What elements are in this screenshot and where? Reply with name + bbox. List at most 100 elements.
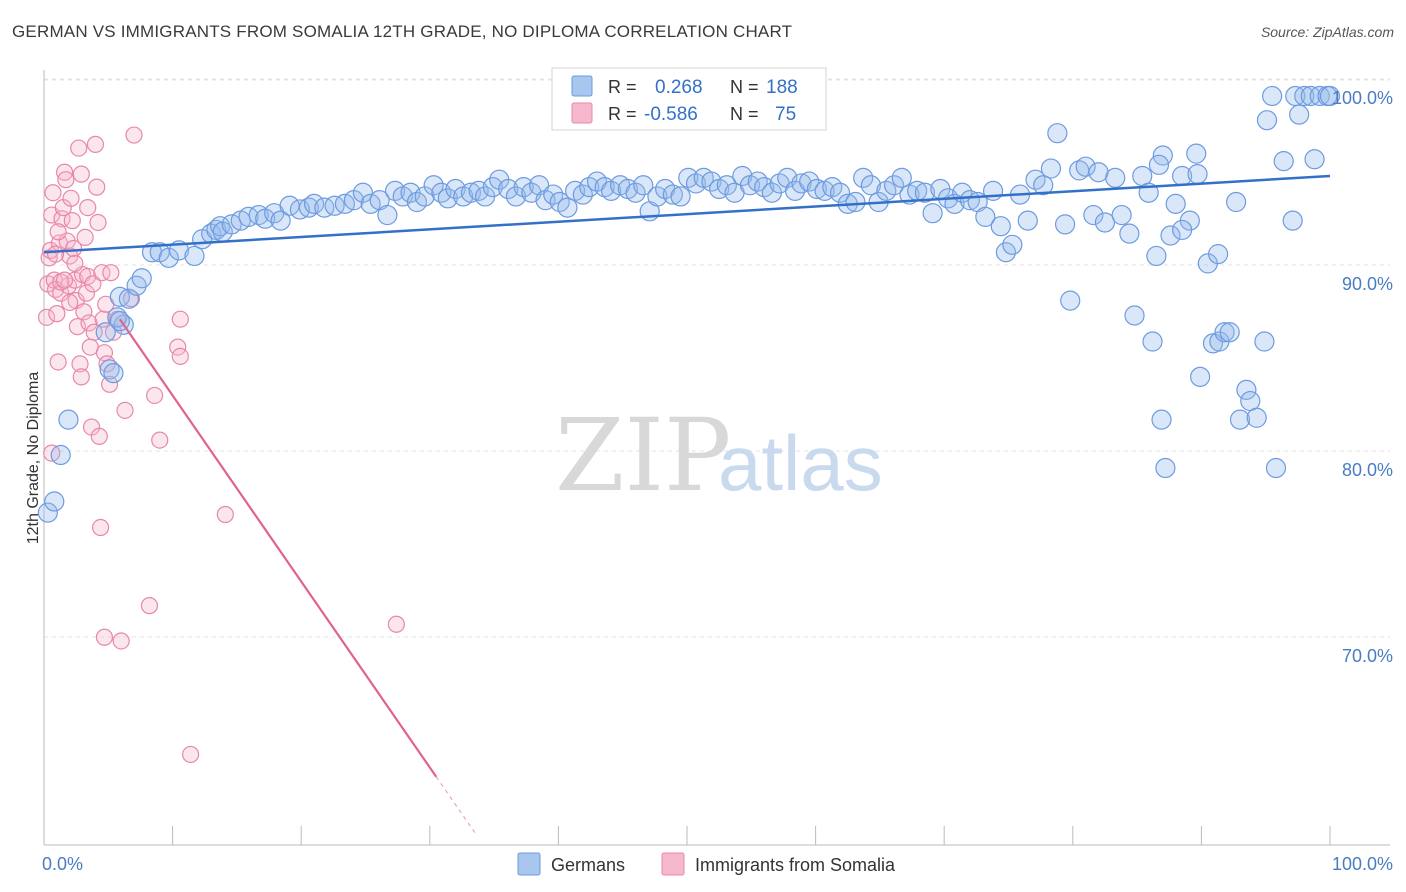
germans-point bbox=[1054, 214, 1076, 235]
germans-point bbox=[829, 182, 851, 203]
germans-point bbox=[1002, 234, 1023, 255]
germans-point bbox=[1155, 457, 1176, 479]
somalia-point bbox=[216, 505, 234, 524]
germans-point bbox=[922, 203, 943, 224]
somalia-point bbox=[46, 245, 65, 263]
somalia-point bbox=[79, 199, 97, 217]
somalia-point bbox=[84, 275, 102, 293]
germans-point bbox=[1119, 223, 1140, 244]
germans-point bbox=[1273, 151, 1294, 172]
germans-point bbox=[853, 167, 874, 188]
somalia-point bbox=[100, 375, 119, 393]
somalia-point bbox=[64, 239, 83, 258]
germans-point bbox=[1047, 123, 1068, 144]
x-tick-label-max: 100.0% bbox=[1332, 854, 1393, 874]
somalia-point bbox=[116, 401, 134, 419]
germans-point bbox=[1148, 154, 1170, 175]
germans-point bbox=[975, 206, 996, 227]
germans-point bbox=[747, 171, 768, 192]
trend-line-somalia bbox=[118, 318, 438, 778]
bottom-legend-swatch-germans bbox=[517, 852, 541, 876]
x-tick-label-min: 0.0% bbox=[42, 854, 83, 874]
germans-point bbox=[1226, 191, 1247, 213]
germans-point bbox=[1304, 149, 1325, 170]
x-axis-ticks bbox=[43, 826, 1331, 845]
watermark-zip: ZIP bbox=[555, 397, 731, 514]
germans-point bbox=[1105, 167, 1126, 188]
germans-point bbox=[1236, 379, 1257, 400]
y-tick-label: 70.0% bbox=[1342, 646, 1393, 666]
germans-point bbox=[1151, 409, 1172, 430]
legend-n-label-somalia: N = bbox=[730, 104, 759, 124]
germans-point bbox=[1190, 366, 1211, 387]
grid-lines bbox=[44, 78, 1390, 638]
legend-r-value-germans: 0.268 bbox=[655, 77, 703, 98]
somalia-point bbox=[95, 344, 114, 362]
somalia-point bbox=[171, 310, 189, 328]
trend-line-germans bbox=[43, 174, 1331, 254]
somalia-point bbox=[63, 212, 81, 230]
germans-point bbox=[50, 444, 71, 466]
germans-point bbox=[1289, 104, 1310, 125]
y-tick-labels: 70.0% 80.0% 90.0% 100.0% bbox=[1332, 88, 1393, 666]
somalia-point bbox=[37, 308, 56, 326]
somalia-point bbox=[93, 264, 111, 282]
stats-legend: R = 0.268 N = 188 R = -0.586 N = 75 bbox=[551, 67, 827, 131]
somalia-point bbox=[145, 386, 164, 405]
somalia-point bbox=[71, 355, 89, 373]
germans-point bbox=[1111, 204, 1132, 226]
germans-point bbox=[1094, 212, 1116, 233]
legend-n-value-somalia: 75 bbox=[775, 104, 796, 125]
y-tick-label: 90.0% bbox=[1342, 274, 1393, 294]
germans-point bbox=[1142, 331, 1163, 352]
source-credit: Source: ZipAtlas.com bbox=[1260, 24, 1394, 40]
somalia-point bbox=[76, 228, 94, 246]
somalia-point bbox=[91, 518, 110, 537]
germans-point bbox=[557, 197, 578, 218]
germans-point bbox=[670, 186, 691, 207]
somalia-point bbox=[102, 264, 120, 282]
chart-title: GERMAN VS IMMIGRANTS FROM SOMALIA 12TH G… bbox=[12, 22, 793, 41]
bottom-legend-swatch-somalia bbox=[661, 852, 685, 876]
germans-point bbox=[1214, 322, 1235, 343]
germans-point bbox=[1254, 331, 1275, 352]
germans-point bbox=[1187, 164, 1208, 185]
germans-point bbox=[1229, 409, 1251, 430]
germans-point bbox=[238, 206, 259, 227]
germans-point bbox=[845, 191, 866, 213]
somalia-point bbox=[77, 284, 96, 302]
germans-point bbox=[1186, 143, 1207, 164]
somalia-point bbox=[88, 178, 106, 196]
y-tick-label: 80.0% bbox=[1342, 460, 1393, 480]
y-axis-title: 12th Grade, No Diploma bbox=[25, 372, 42, 545]
somalia-point bbox=[89, 213, 107, 232]
somalia-point bbox=[86, 135, 105, 153]
germans-point bbox=[1124, 305, 1145, 326]
germans-point bbox=[959, 190, 981, 211]
germans-point bbox=[1060, 290, 1081, 311]
germans-point bbox=[1146, 245, 1167, 267]
germans-point bbox=[377, 204, 398, 226]
legend-swatch-germans bbox=[571, 75, 593, 97]
somalia-point bbox=[49, 223, 67, 241]
germans-point bbox=[1172, 219, 1193, 241]
somalia-point bbox=[85, 323, 103, 341]
somalia-points bbox=[37, 126, 405, 764]
germans-point bbox=[716, 175, 737, 196]
germans-point bbox=[95, 322, 116, 343]
trend-line-somalia-extension bbox=[435, 776, 476, 833]
germans-point bbox=[498, 178, 519, 200]
somalia-point bbox=[62, 189, 80, 207]
germans-point bbox=[1294, 85, 1315, 107]
somalia-point bbox=[72, 165, 90, 183]
series-legend: Germans Immigrants from Somalia bbox=[517, 852, 896, 876]
germans-point bbox=[594, 177, 615, 198]
germans-point bbox=[662, 184, 683, 205]
germans-point bbox=[270, 210, 291, 231]
germans-point bbox=[1256, 110, 1278, 131]
germans-point bbox=[1208, 244, 1229, 265]
somalia-point bbox=[182, 745, 200, 764]
germans-point bbox=[701, 171, 722, 192]
bottom-legend-label-somalia: Immigrants from Somalia bbox=[695, 855, 896, 875]
somalia-point bbox=[80, 314, 98, 332]
